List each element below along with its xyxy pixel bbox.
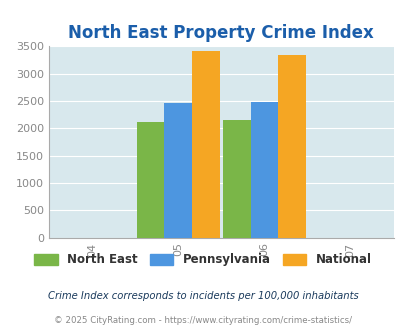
Bar [277, 55, 305, 238]
Bar [222, 120, 250, 238]
Bar [164, 103, 192, 238]
Legend: North East, Pennsylvania, National: North East, Pennsylvania, National [34, 253, 371, 266]
Title: North East Property Crime Index: North East Property Crime Index [68, 24, 373, 42]
Text: © 2025 CityRating.com - https://www.cityrating.com/crime-statistics/: © 2025 CityRating.com - https://www.city… [54, 316, 351, 325]
Bar [136, 122, 164, 238]
Bar [192, 50, 219, 238]
Text: Crime Index corresponds to incidents per 100,000 inhabitants: Crime Index corresponds to incidents per… [47, 291, 358, 301]
Bar [250, 102, 277, 238]
